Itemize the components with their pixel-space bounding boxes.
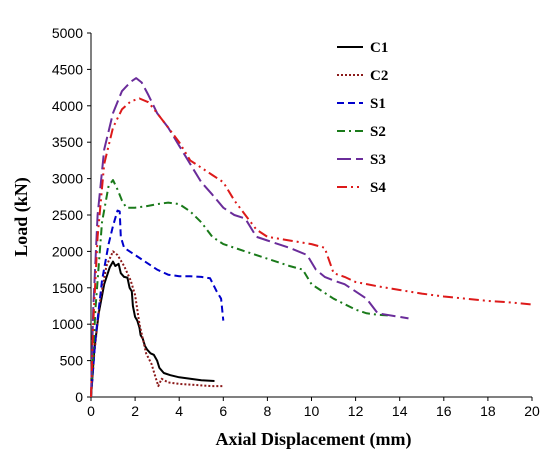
series-line-s2 — [90, 179, 389, 398]
legend-item-s3: S3 — [337, 152, 386, 168]
x-tick-label: 20 — [524, 403, 540, 419]
y-tick-label: 4500 — [52, 61, 83, 77]
series-line-c1 — [90, 260, 215, 398]
y-tick-label: 2000 — [52, 243, 83, 259]
x-tick-label: 14 — [392, 403, 408, 419]
y-axis-title: Load (kN) — [11, 177, 32, 257]
x-tick-label: 10 — [304, 403, 320, 419]
y-tick-label: 1000 — [52, 316, 83, 332]
x-tick-label: 4 — [175, 403, 183, 419]
y-tick-label: 5000 — [52, 25, 83, 41]
legend-label-c1: C1 — [370, 40, 388, 56]
series-lines — [90, 77, 533, 398]
y-tick-label: 3500 — [52, 134, 83, 150]
legend-item-c2: C2 — [337, 68, 388, 84]
legend-label-c2: C2 — [370, 68, 388, 84]
legend-item-s2: S2 — [337, 124, 386, 140]
tick-labels: 0 500 1000 1500 2000 2500 3000 3500 4000 4500 5000… — [52, 25, 540, 419]
x-tick-label: 0 — [87, 403, 95, 419]
x-tick-label: 6 — [219, 403, 227, 419]
series-line-c2 — [90, 250, 224, 398]
legend-label-s3: S3 — [370, 152, 386, 168]
legend-label-s4: S4 — [370, 180, 386, 196]
axes — [90, 33, 532, 398]
legend-item-s4: S4 — [337, 180, 386, 196]
y-tick-label: 0 — [75, 389, 83, 405]
y-tick-label: 1500 — [52, 280, 83, 296]
x-tick-label: 18 — [480, 403, 496, 419]
x-tick-label: 16 — [436, 403, 452, 419]
x-axis-title: Axial Displacement (mm) — [216, 429, 412, 450]
legend-label-s1: S1 — [370, 96, 386, 112]
legend-label-s2: S2 — [370, 124, 386, 140]
x-tick-label: 8 — [264, 403, 272, 419]
series-line-s4 — [90, 97, 533, 398]
x-tick-label: 12 — [348, 403, 364, 419]
x-tick-label: 2 — [131, 403, 139, 419]
tick-marks — [87, 32, 533, 401]
series-line-s1 — [90, 209, 225, 398]
y-tick-label: 500 — [60, 353, 84, 369]
legend: C1 C2 S1 S2 S3 S4 — [337, 40, 388, 196]
y-tick-label: 2500 — [52, 207, 83, 223]
y-tick-label: 4000 — [52, 98, 83, 114]
y-tick-label: 3000 — [52, 171, 83, 187]
series-line-s3 — [90, 77, 409, 398]
legend-item-c1: C1 — [337, 40, 388, 56]
legend-item-s1: S1 — [337, 96, 386, 112]
